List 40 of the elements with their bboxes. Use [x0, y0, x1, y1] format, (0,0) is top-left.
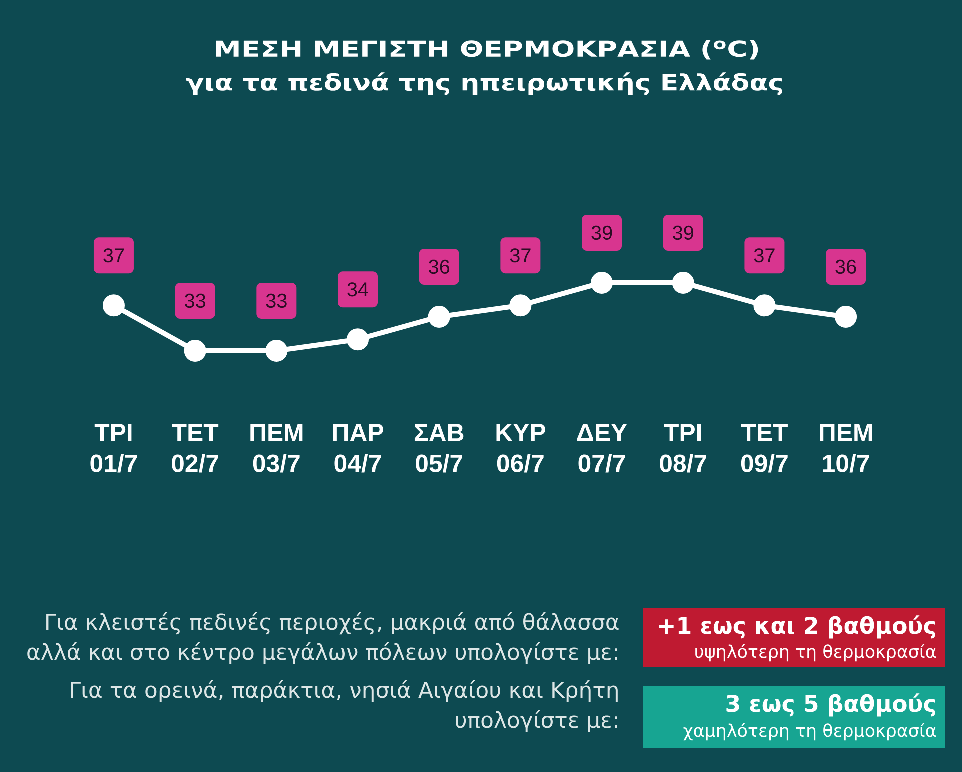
data-label: 37 [754, 248, 775, 263]
x-tick-label: ΠΕΜ 10/7 [820, 424, 872, 473]
point [672, 272, 694, 294]
data-label: 34 [348, 282, 368, 297]
x-tick-label: ΤΡΙ 08/7 [660, 424, 706, 473]
text: αλλά και στο κέντρο μεγάλων πόλεων υπολογίστε με: [28, 642, 618, 665]
text: Για κλειστές πεδινές περιοχές, μακριά από θάλασσα [46, 612, 619, 635]
point [428, 306, 450, 328]
point [591, 272, 614, 294]
data-label: 33 [266, 294, 287, 308]
x-tick-label: ΠΕΜ 03/7 [250, 424, 303, 473]
text: 3 εως 5 βαθμούς [726, 694, 936, 717]
x-tick-label: ΤΡΙ 01/7 [90, 424, 138, 473]
data-label: 39 [592, 226, 612, 240]
data-label: 33 [185, 294, 206, 308]
point [184, 340, 206, 362]
data-label: 37 [510, 248, 531, 263]
data-label: 39 [673, 226, 694, 240]
x-tick-label: ΤΕΤ 02/7 [172, 424, 219, 473]
point [266, 340, 288, 362]
point [835, 306, 858, 328]
data-label: 37 [104, 248, 124, 263]
x-tick-label: ΣΑΒ 05/7 [414, 424, 464, 473]
x-tick-label: ΔΕΥ 07/7 [577, 424, 628, 473]
point [510, 294, 532, 317]
chart-subtitle: για τα πεδινά της ηπειρωτικής Ελλάδας [186, 72, 782, 96]
x-tick-label: ΤΕΤ 09/7 [741, 424, 788, 473]
text: χαμηλότερη τη θερμοκρασία [684, 723, 936, 741]
point [102, 294, 125, 317]
text: υψηλότερη τη θερμοκρασία [696, 644, 936, 662]
chart-title: ΜΕΣΗ ΜΕΓΙΣΤΗ ΘΕΡΜΟΚΡΑΣΙΑ ($^{o}$C) [216, 40, 758, 60]
point [754, 294, 776, 317]
data-label: 36 [836, 260, 856, 274]
point [347, 328, 369, 351]
data-label: 36 [429, 260, 450, 274]
text: +1 εως και 2 βαθμούς [659, 616, 936, 639]
x-tick-label: ΠΑΡ 04/7 [333, 424, 384, 473]
x-tick-label: ΚΥΡ 06/7 [496, 424, 546, 473]
text: Για τα ορεινά, παράκτια, νησιά Αιγαίου και Κρήτη [71, 680, 618, 703]
text: υπολογίστε με: [456, 710, 618, 733]
